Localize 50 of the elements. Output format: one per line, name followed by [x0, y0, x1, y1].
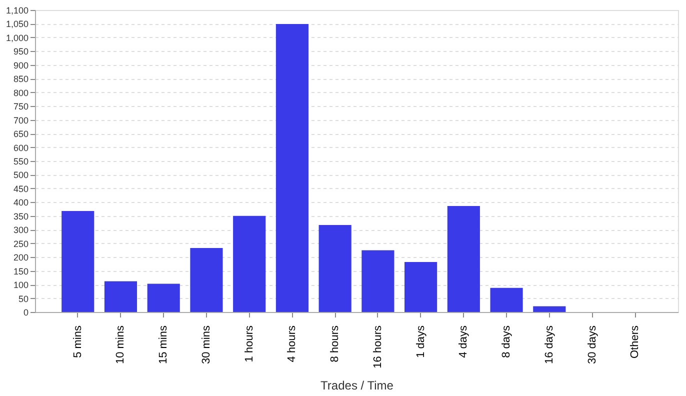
- x-tick-label: 4 hours: [286, 325, 298, 362]
- x-tick-label: Others: [629, 325, 642, 359]
- y-tick-label: 700: [13, 115, 28, 126]
- y-tick-label: 250: [13, 238, 28, 249]
- y-tick-label: 0: [23, 308, 28, 318]
- x-tick-label: 30 days: [586, 325, 598, 364]
- x-tick-label: 10 mins: [114, 325, 127, 364]
- y-tick-label: 300: [13, 225, 28, 236]
- x-axis-title: Trades / Time: [320, 378, 394, 392]
- y-tick-label: 450: [13, 184, 28, 194]
- y-tick-label: 550: [13, 156, 28, 166]
- y-tick-label: 350: [13, 211, 28, 222]
- y-tick-label: 600: [13, 142, 28, 153]
- bar: [276, 24, 308, 312]
- y-tick-label: 900: [13, 60, 28, 70]
- y-tick-label: 150: [13, 266, 28, 276]
- bar: [318, 224, 352, 312]
- y-tick-label: 750: [13, 102, 28, 112]
- bar: [404, 262, 438, 312]
- x-tick-label: 30 mins: [200, 325, 212, 364]
- x-tick-label: 4 days: [458, 325, 470, 358]
- y-tick-label: 200: [13, 252, 28, 263]
- x-tick-label: 1 hours: [243, 325, 256, 362]
- y-tick-label: 1,000: [6, 32, 28, 43]
- bar: [104, 281, 138, 312]
- y-tick-label: 50: [18, 294, 28, 304]
- x-tick-label: 16 days: [543, 325, 556, 364]
- y-tick-label: 650: [13, 129, 28, 140]
- x-tick-label: 15 mins: [158, 325, 170, 364]
- bar: [362, 250, 394, 312]
- y-tick-label: 400: [13, 198, 28, 208]
- x-tick-label: 1 days: [414, 325, 427, 358]
- bar: [147, 284, 180, 312]
- y-tick-label: 1,050: [6, 19, 28, 30]
- bar: [190, 248, 223, 312]
- bar: [490, 288, 523, 312]
- x-tick-label: 16 hours: [372, 325, 384, 368]
- bar: [62, 210, 94, 312]
- bar: [447, 206, 480, 312]
- bar: [233, 216, 266, 312]
- x-tick-label: 8 hours: [329, 325, 342, 362]
- y-tick-label: 500: [13, 170, 28, 180]
- x-tick-label: 8 days: [500, 325, 513, 358]
- x-tick-label: 5 mins: [72, 325, 84, 358]
- y-tick-label: 1,100: [6, 6, 28, 16]
- y-tick-label: 850: [13, 74, 28, 84]
- y-tick-label: 950: [13, 46, 28, 57]
- bar: [533, 306, 566, 312]
- y-tick-label: 100: [13, 280, 28, 290]
- y-tick-label: 800: [13, 88, 28, 98]
